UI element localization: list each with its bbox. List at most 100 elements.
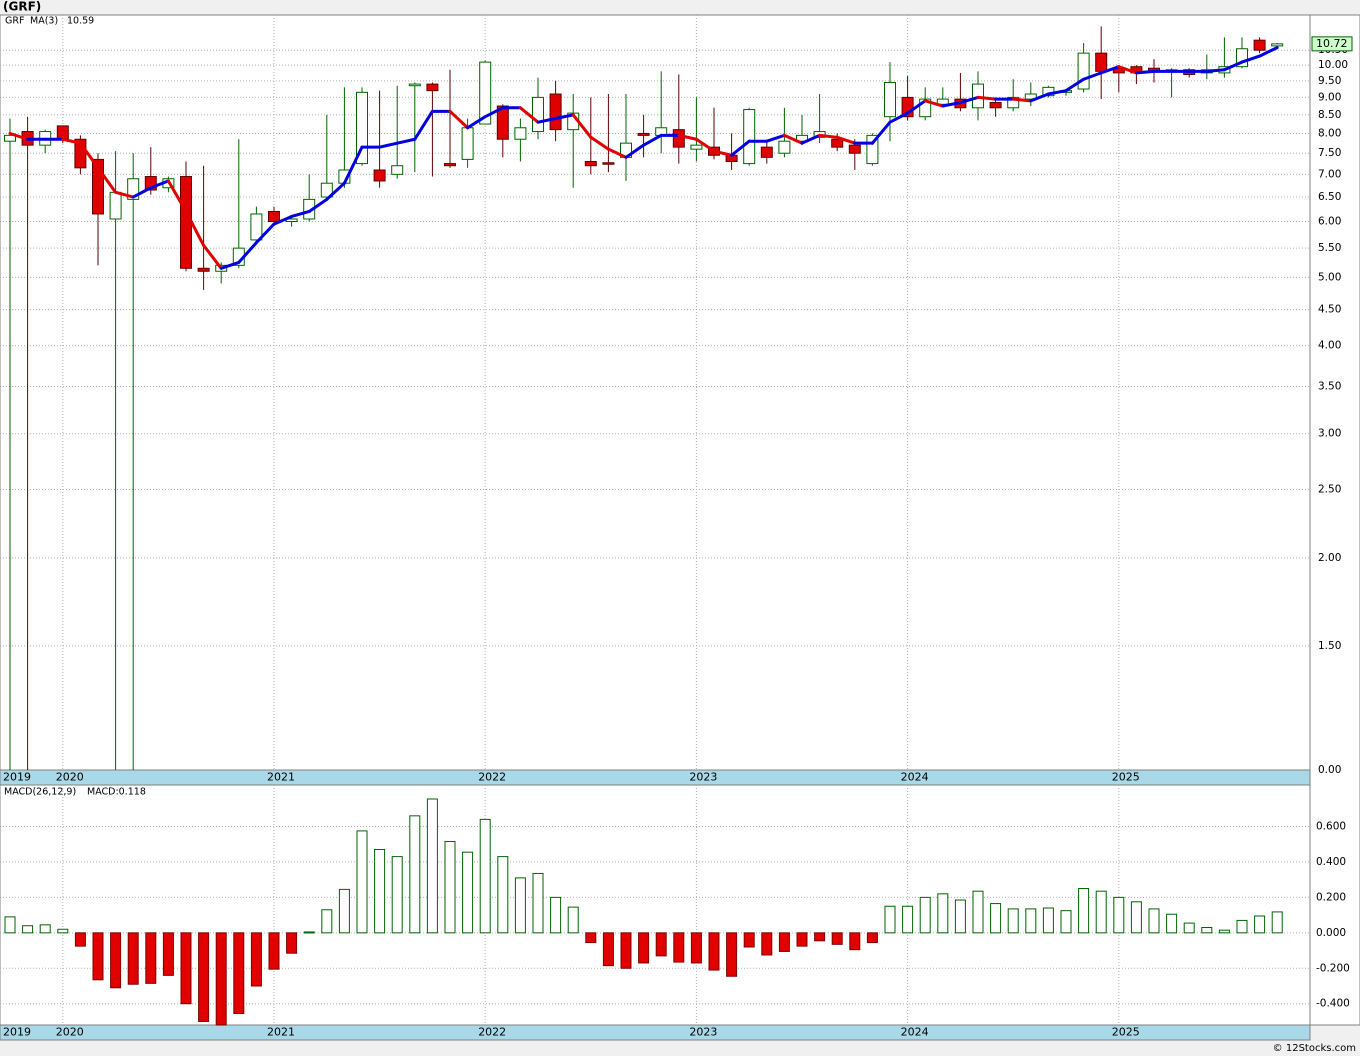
ma-segment <box>131 186 153 199</box>
x-tick-label: 2025 <box>1112 1026 1140 1039</box>
macd-bar <box>92 932 104 981</box>
macd-bar <box>743 932 755 948</box>
macd-bar <box>532 872 544 934</box>
candle-body <box>4 134 16 142</box>
macd-bar <box>796 932 808 947</box>
y-tick-label: -0.400 <box>1316 998 1350 1010</box>
candle-body <box>989 102 1002 109</box>
macd-bar <box>321 909 333 934</box>
y-tick-label: 4.50 <box>1318 304 1341 316</box>
ma-segment <box>1258 46 1279 58</box>
macd-bar <box>514 877 526 934</box>
x-tick-label: 2019 <box>3 1026 31 1039</box>
candle-body <box>92 158 104 215</box>
x-tick-label: 2021 <box>267 1026 295 1039</box>
macd-bar <box>1007 908 1019 934</box>
page-title: (GRF) <box>3 0 41 14</box>
ma-segment <box>1222 60 1244 72</box>
macd-bar <box>4 916 16 934</box>
candle-body <box>408 83 421 87</box>
candle-body <box>936 98 949 105</box>
ma-segment <box>1099 65 1121 75</box>
macd-bar <box>22 925 34 934</box>
ma-segment <box>1134 69 1156 75</box>
macd-bar <box>1201 927 1213 934</box>
macd-bar <box>286 932 298 954</box>
x-tick-label: 2025 <box>1112 771 1140 784</box>
x-tick-label: 2021 <box>267 771 295 784</box>
y-tick-label: 0.600 <box>1316 820 1346 832</box>
candle-body <box>109 191 122 220</box>
x-tick-label: 2020 <box>56 1026 84 1039</box>
y-tick-label: 9.00 <box>1318 91 1341 103</box>
candle-body <box>901 96 914 118</box>
ma-segment <box>184 209 206 247</box>
ma-segment <box>712 149 734 157</box>
macd-bar <box>110 932 122 989</box>
macd-bar <box>655 932 667 957</box>
macd-bar <box>1236 919 1248 934</box>
macd-bar <box>902 905 914 934</box>
y-tick-label: 7.50 <box>1318 147 1341 159</box>
ma-segment <box>448 109 470 130</box>
candle-body <box>690 144 703 150</box>
y-tick-label: 3.50 <box>1318 381 1341 393</box>
candle-body <box>461 127 474 160</box>
ma-segment <box>307 197 329 213</box>
candle-body <box>1095 52 1108 72</box>
y-tick-label: 0.200 <box>1316 891 1346 903</box>
candle-body <box>1024 93 1037 100</box>
ma-segment <box>466 115 487 130</box>
macd-bar <box>338 888 350 934</box>
ma-segment <box>624 143 646 159</box>
macd-bar <box>1025 908 1037 934</box>
macd-bar <box>761 932 773 956</box>
ma-segment <box>378 141 399 149</box>
ma-segment <box>835 135 857 145</box>
macd-bar <box>849 932 861 951</box>
ma-segment <box>677 133 698 141</box>
macd-bar <box>1218 929 1230 934</box>
legend-symbol: GRF <box>5 16 24 27</box>
candle-body <box>391 165 404 175</box>
candle-body <box>760 146 773 158</box>
ma-segment <box>1205 68 1226 73</box>
ma-segment <box>1064 77 1086 93</box>
macd-bar <box>884 905 896 934</box>
macd-bar <box>268 932 280 970</box>
ma-segment <box>765 133 786 143</box>
macd-bar <box>356 830 368 934</box>
macd-bar <box>162 932 174 976</box>
macd-bar <box>426 798 438 934</box>
ma-segment <box>166 179 188 213</box>
macd-bar <box>1095 890 1107 934</box>
macd-bar <box>462 851 474 934</box>
macd-bar <box>303 931 315 934</box>
macd-bar <box>550 896 562 934</box>
candle-body <box>549 93 562 131</box>
ma-segment <box>8 131 30 141</box>
candle-body <box>356 91 368 165</box>
ma-segment <box>888 111 910 124</box>
ma-segment <box>554 113 575 121</box>
ma-segment <box>1082 71 1103 81</box>
macd-bar <box>1148 908 1160 934</box>
ma-segment <box>290 209 311 218</box>
candle-body <box>866 134 879 165</box>
ma-segment <box>606 147 628 159</box>
macd-bar <box>814 932 826 942</box>
macd-bar <box>690 932 702 964</box>
candle-body <box>197 267 210 272</box>
ma-segment <box>518 106 540 124</box>
ma-segment <box>483 106 505 119</box>
candle-body <box>919 98 932 118</box>
macd-bar <box>708 932 720 971</box>
ma-segment <box>78 141 100 170</box>
macd-bar <box>585 932 597 944</box>
macd-bar <box>198 932 210 1022</box>
candle-body <box>426 83 439 92</box>
macd-bar <box>391 856 403 934</box>
macd-bar <box>374 849 386 934</box>
x-tick-label: 2023 <box>689 771 717 784</box>
y-tick-label: 6.00 <box>1318 216 1341 228</box>
